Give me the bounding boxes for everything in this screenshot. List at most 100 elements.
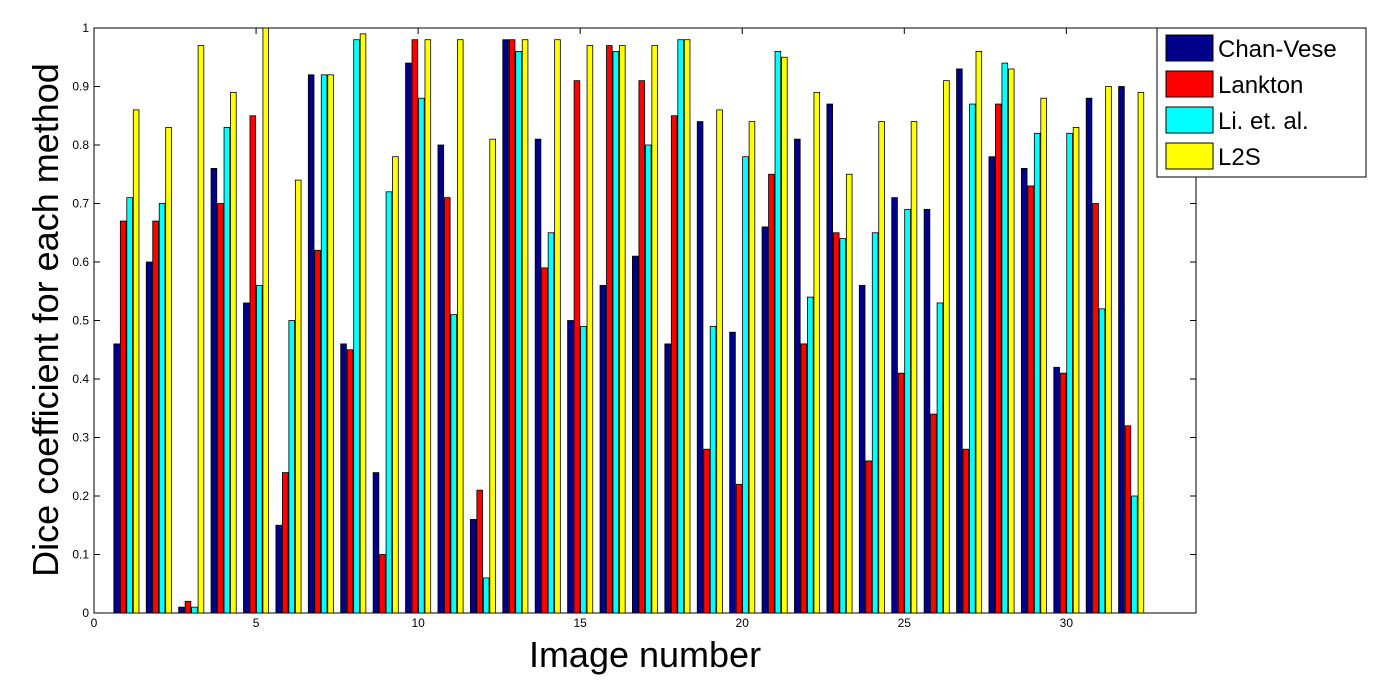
bar-li-et-al-32 xyxy=(1131,495,1138,614)
bar-li-et-al-15 xyxy=(580,325,587,614)
bar-lankton-8 xyxy=(346,349,354,614)
y-tick-label: 0.2 xyxy=(72,489,89,503)
bar-li-et-al-29 xyxy=(1033,132,1041,614)
bar-li-et-al-2 xyxy=(158,203,166,614)
bar-chan-vese-17 xyxy=(632,255,639,614)
bar-chan-vese-11 xyxy=(437,144,445,614)
bar-chan-vese-31 xyxy=(1085,97,1093,614)
bar-li-et-al-28 xyxy=(1001,62,1009,614)
bar-chan-vese-7 xyxy=(307,74,315,614)
bar-lankton-25 xyxy=(897,372,905,614)
bar-lankton-32 xyxy=(1124,425,1132,614)
bar-lankton-6 xyxy=(281,472,289,614)
bar-lankton-7 xyxy=(314,249,321,614)
bar-li-et-al-3 xyxy=(191,606,198,614)
bar-li-et-al-27 xyxy=(969,103,976,614)
bar-li-et-al-26 xyxy=(936,302,944,614)
bar-l2s-28 xyxy=(1008,68,1015,614)
bar-l2s-31 xyxy=(1105,86,1112,614)
bar-l2s-7 xyxy=(327,74,334,614)
bar-l2s-10 xyxy=(424,39,432,614)
bar-l2s-32 xyxy=(1137,91,1145,614)
bar-chan-vese-10 xyxy=(405,62,412,614)
bar-lankton-20 xyxy=(735,483,743,614)
bar-lankton-10 xyxy=(411,39,419,614)
bar-l2s-20 xyxy=(748,121,756,614)
bar-li-et-al-7 xyxy=(320,74,328,614)
bar-lankton-18 xyxy=(670,115,678,614)
x-tick-label: 20 xyxy=(736,616,750,630)
bar-chan-vese-14 xyxy=(534,138,542,614)
bar-l2s-22 xyxy=(813,91,821,614)
x-tick-label: 30 xyxy=(1060,616,1074,630)
bar-chan-vese-15 xyxy=(567,320,574,614)
bar-lankton-28 xyxy=(995,103,1002,614)
bar-l2s-26 xyxy=(943,80,950,614)
bar-li-et-al-31 xyxy=(1098,308,1106,614)
bar-lankton-29 xyxy=(1027,185,1034,614)
bar-chan-vese-19 xyxy=(696,121,704,614)
bar-lankton-12 xyxy=(476,489,483,614)
bar-lankton-27 xyxy=(962,448,970,614)
bar-l2s-19 xyxy=(716,109,723,614)
bar-chan-vese-21 xyxy=(761,226,769,614)
bar-l2s-25 xyxy=(910,121,918,614)
bar-chan-vese-18 xyxy=(664,343,671,614)
bar-l2s-6 xyxy=(294,179,302,614)
bar-l2s-16 xyxy=(619,45,626,614)
bar-lankton-4 xyxy=(217,203,224,614)
bar-lankton-31 xyxy=(1092,203,1099,614)
bar-chan-vese-24 xyxy=(858,284,866,614)
x-tick-label: 15 xyxy=(573,616,587,630)
legend: Chan-Vese Lankton Li. et. al. L2S xyxy=(1156,27,1367,178)
bar-l2s-8 xyxy=(359,33,367,614)
bar-li-et-al-5 xyxy=(256,284,263,614)
bars-group xyxy=(113,27,1145,614)
bar-chan-vese-32 xyxy=(1118,86,1125,614)
bar-chan-vese-23 xyxy=(826,103,833,614)
x-tick-label: 0 xyxy=(91,616,98,630)
bar-l2s-12 xyxy=(489,138,496,614)
bar-l2s-27 xyxy=(975,51,983,614)
bar-lankton-14 xyxy=(541,267,548,614)
legend-swatch-chan-vese xyxy=(1165,34,1214,62)
bar-li-et-al-9 xyxy=(385,191,393,614)
legend-swatch-li-et-al xyxy=(1165,106,1214,134)
y-tick-label: 0.3 xyxy=(72,431,89,445)
bar-lankton-2 xyxy=(152,220,159,614)
bar-li-et-al-1 xyxy=(126,197,133,614)
bar-lankton-11 xyxy=(444,197,451,614)
bar-li-et-al-11 xyxy=(450,314,458,614)
bar-li-et-al-20 xyxy=(742,156,749,614)
legend-label-li-et-al: Li. et. al. xyxy=(1218,108,1309,135)
bar-li-et-al-10 xyxy=(418,97,425,614)
bar-l2s-29 xyxy=(1040,97,1047,614)
bar-lankton-17 xyxy=(638,80,646,614)
tick-labels-group: 00.10.20.30.40.50.60.70.80.910 5 10 15 20 25 3… xyxy=(72,21,1073,630)
bar-li-et-al-13 xyxy=(515,51,522,614)
bar-chan-vese-29 xyxy=(1020,167,1028,614)
bar-l2s-18 xyxy=(683,39,691,614)
y-tick-label: 1 xyxy=(82,21,89,35)
bar-chan-vese-27 xyxy=(956,68,963,614)
bar-li-et-al-19 xyxy=(709,325,717,614)
bar-chan-vese-6 xyxy=(275,524,282,614)
x-tick-label: 10 xyxy=(411,616,425,630)
bar-chan-vese-8 xyxy=(340,343,347,614)
bar-lankton-15 xyxy=(573,80,581,614)
bar-li-et-al-8 xyxy=(353,39,360,614)
bar-chan-vese-22 xyxy=(794,138,801,614)
bar-li-et-al-21 xyxy=(774,51,782,614)
bar-l2s-21 xyxy=(781,56,788,614)
bar-l2s-9 xyxy=(392,156,399,614)
bar-l2s-24 xyxy=(878,121,885,614)
bar-l2s-17 xyxy=(651,45,658,614)
bar-lankton-9 xyxy=(379,554,386,614)
bar-chan-vese-13 xyxy=(502,39,509,614)
bar-chan-vese-12 xyxy=(469,519,477,614)
bar-li-et-al-14 xyxy=(547,232,555,614)
bar-li-et-al-30 xyxy=(1066,132,1073,614)
bar-lankton-16 xyxy=(606,45,613,614)
legend-label-l2s: L2S xyxy=(1218,144,1261,171)
bar-li-et-al-25 xyxy=(904,208,911,614)
